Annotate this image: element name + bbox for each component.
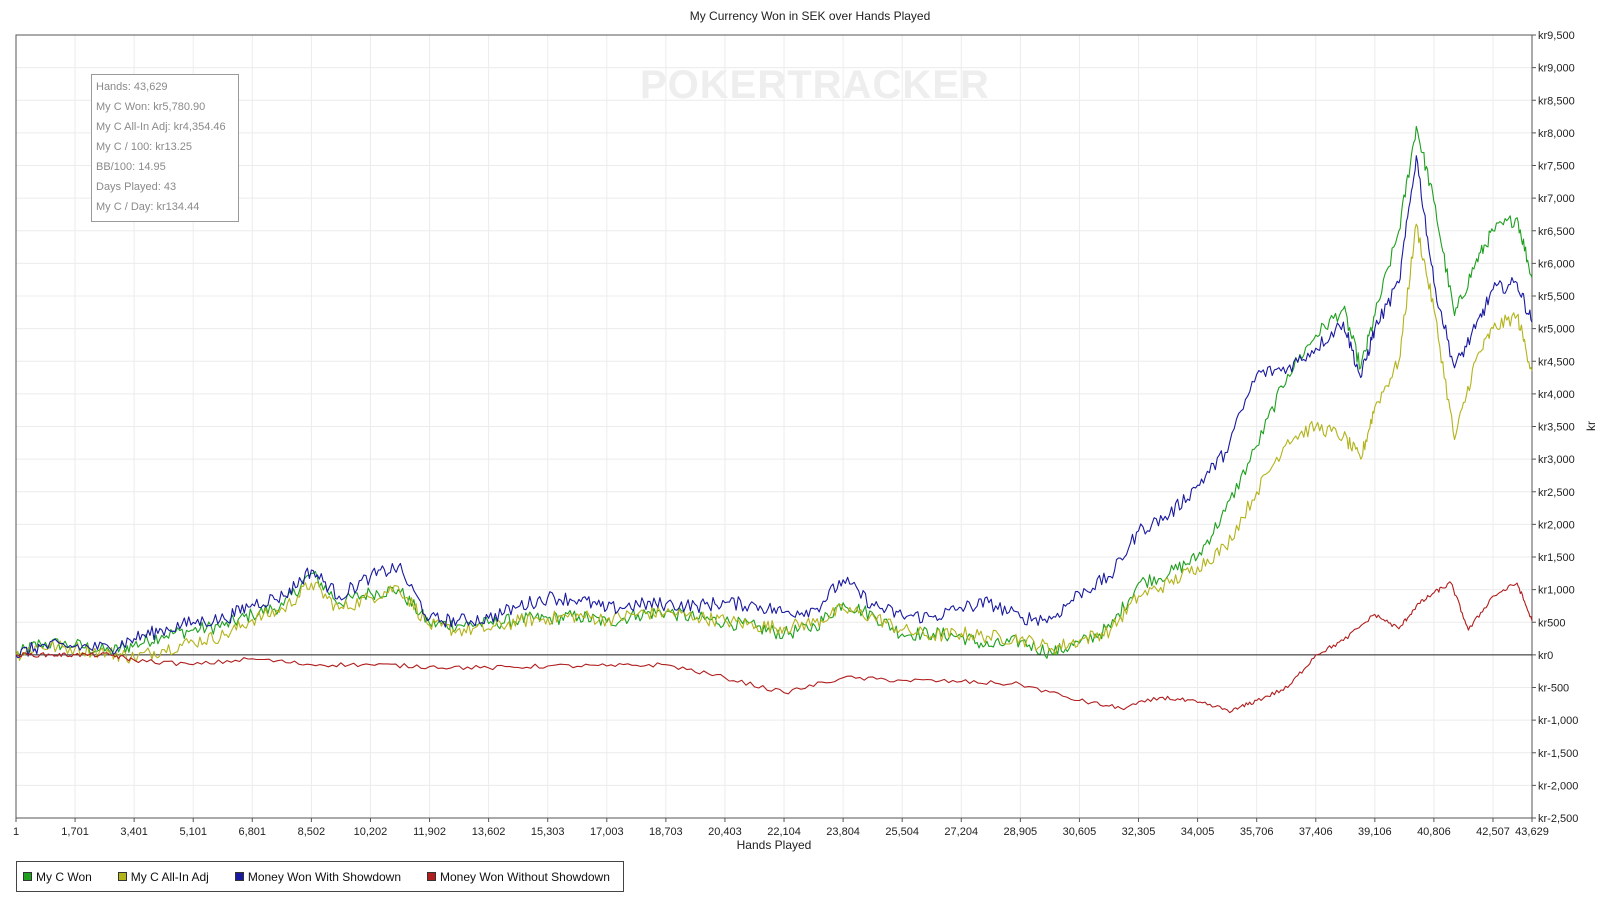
summary-days: Days Played: 43 (96, 181, 177, 193)
legend-label: Money Won With Showdown (247, 869, 402, 884)
y-tick-label: kr500 (1538, 617, 1566, 629)
y-tick-label: kr3,000 (1538, 454, 1575, 466)
series-lines (15, 125, 1533, 714)
x-tick-label: 32,305 (1122, 826, 1156, 838)
legend-label: My C All-In Adj (130, 869, 209, 884)
chart-title: My Currency Won in SEK over Hands Played (690, 9, 931, 23)
y-tick-label: kr6,500 (1538, 226, 1575, 238)
x-axis-label: Hands Played (737, 838, 812, 852)
y-tick-label: kr0 (1538, 650, 1553, 662)
x-tick-label: 37,406 (1299, 826, 1333, 838)
x-tick-label: 30,605 (1063, 826, 1097, 838)
y-tick-label: kr2,000 (1538, 519, 1575, 531)
y-tick-label: kr5,500 (1538, 291, 1575, 303)
x-tick-label: 18,703 (649, 826, 683, 838)
x-tick-label: 20,403 (708, 826, 742, 838)
y-tick-label: kr-2,000 (1538, 780, 1578, 792)
y-tick-label: kr4,500 (1538, 356, 1575, 368)
x-tick-label: 40,806 (1417, 826, 1451, 838)
x-tick-label: 8,502 (298, 826, 326, 838)
y-tick-label: kr7,500 (1538, 161, 1575, 173)
series-line-money-won-with-showdown (15, 155, 1533, 659)
series-line-my-c-all-in-adj (15, 223, 1533, 664)
x-tick-label: 27,204 (944, 826, 978, 838)
summary-allin: My C All-In Adj: kr4,354.46 (96, 121, 226, 133)
legend-swatch-blue (234, 872, 244, 881)
x-tick-label: 6,801 (239, 826, 267, 838)
x-tick-label: 39,106 (1358, 826, 1392, 838)
chart-legend: My C Won My C All-In Adj Money Won With … (16, 861, 624, 892)
x-tick-label: 35,706 (1240, 826, 1274, 838)
y-tick-label: kr-1,000 (1538, 715, 1578, 727)
y-tick-label: kr7,000 (1538, 193, 1575, 205)
summary-box: Hands: 43,629 My C Won: kr5,780.90 My C … (91, 74, 239, 222)
y-tick-label: kr-2,500 (1538, 813, 1578, 825)
y-tick-label: kr-1,500 (1538, 748, 1578, 760)
y-tick-label: kr9,000 (1538, 63, 1575, 75)
y-tick-label: kr3,500 (1538, 422, 1575, 434)
legend-item-without-showdown[interactable]: Money Won Without Showdown (427, 870, 610, 884)
x-tick-label: 13,602 (472, 826, 506, 838)
summary-per100: My C / 100: kr13.25 (96, 141, 192, 153)
x-tick-label: 15,303 (531, 826, 565, 838)
legend-swatch-red (427, 872, 437, 881)
legend-swatch-green (23, 872, 32, 881)
x-tick-label: 5,101 (179, 826, 207, 838)
x-tick-label: 3,401 (120, 826, 148, 838)
x-tick-label: 23,804 (826, 826, 860, 838)
legend-label: My C Won (36, 869, 92, 884)
y-tick-label: kr6,000 (1538, 258, 1575, 270)
x-tick-label: 1 (13, 826, 19, 838)
y-tick-label: kr-500 (1538, 683, 1569, 695)
y-tick-label: kr2,500 (1538, 487, 1575, 499)
x-tick-label: 22,104 (767, 826, 801, 838)
series-line-my-c-won (15, 125, 1533, 659)
x-tick-label: 43,629 (1515, 826, 1549, 838)
x-tick-label: 11,902 (413, 826, 446, 838)
y-tick-label: kr4,000 (1538, 389, 1575, 401)
summary-perday: My C / Day: kr134.44 (96, 201, 200, 213)
x-tick-label: 10,202 (354, 826, 388, 838)
x-tick-label: 42,507 (1476, 826, 1510, 838)
y-tick-label: kr8,500 (1538, 95, 1575, 107)
grid-horizontal (16, 34, 1532, 819)
y-tick-label: kr8,000 (1538, 128, 1575, 140)
x-tick-label: 28,905 (1004, 826, 1038, 838)
x-tick-label: 17,003 (590, 826, 624, 838)
watermark-logo: POKERTRACKER (640, 63, 990, 107)
y-tick-label: kr9,500 (1538, 30, 1575, 42)
legend-item-with-showdown[interactable]: Money Won With Showdown (234, 869, 402, 884)
x-tick-label: 34,005 (1181, 826, 1215, 838)
x-tick-label: 1,701 (61, 826, 89, 838)
y-tick-label: kr5,000 (1538, 324, 1575, 336)
legend-label: Money Won Without Showdown (440, 869, 610, 884)
summary-won: My C Won: kr5,780.90 (96, 101, 206, 113)
x-axis-ticks: 1 1,701 3,401 5,101 6,801 8,502 10,202 11,902 13… (13, 818, 1549, 838)
summary-bb100: BB/100: 14.95 (96, 161, 166, 173)
series-line-money-won-without-showdown (15, 581, 1533, 714)
legend-item-all-in-adj[interactable]: My C All-In Adj (117, 869, 209, 884)
y-axis-label: kr (1584, 421, 1598, 431)
y-axis-ticks: kr9,500 kr9,000 kr8,500 kr8,000 kr7,500 kr7,0… (1532, 30, 1578, 825)
y-tick-label: kr1,000 (1538, 585, 1575, 597)
x-tick-label: 25,504 (885, 826, 919, 838)
legend-item-my-c-won[interactable]: My C Won (23, 870, 92, 884)
y-tick-label: kr1,500 (1538, 552, 1575, 564)
summary-hands: Hands: 43,629 (96, 81, 168, 93)
legend-swatch-olive (117, 872, 127, 881)
